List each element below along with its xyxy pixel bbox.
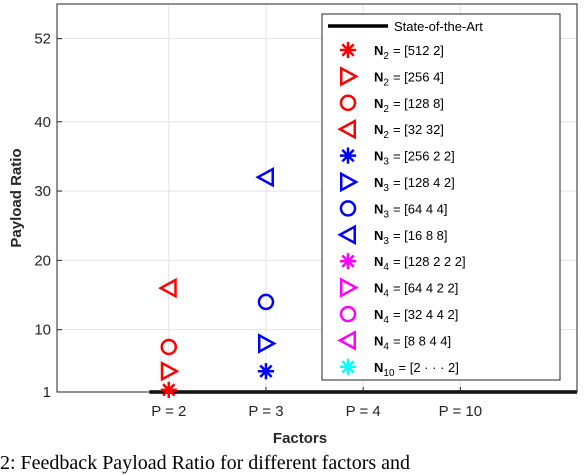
figure-caption: 2: Feedback Payload Ratio for different … [0,452,411,474]
chart: 1 10 20 30 40 52 P = 2 P = 3 P = 4 P = 10 Factors… [8,3,578,447]
legend-marker-triangle-right [340,171,359,193]
legend-marker-asterisk [339,253,357,270]
data-point-circle [257,293,275,311]
legend-label: N3 = [128 4 2] [374,175,455,194]
data-point-triangle-right [257,333,277,354]
legend-label: N3 = [256 2 2] [374,149,455,168]
data-point-triangle-left [255,167,274,188]
legend-box [321,13,561,381]
legend-marker-circle [339,94,357,112]
legend-label: N4 = [64 4 2 2] [374,281,458,300]
legend-marker-asterisk [339,358,357,375]
y-tick-label: 10 [34,322,51,339]
legend-label: N10 = [2 · · · 2] [374,360,459,379]
legend-label: N3 = [16 8 8] [374,228,448,247]
x-axis-title: Factors [273,430,327,447]
data-point-circle [160,338,178,356]
axes: 1 10 20 30 40 52 P = 2 P = 3 P = 4 P = 10 [34,3,578,420]
legend-label: N4 = [32 4 4 2] [374,307,458,326]
x-tick-label: P = 4 [346,403,381,420]
y-axis-title: Payload Ratio [8,148,25,247]
legend-marker-triangle-left [337,224,356,246]
y-tick-label: 52 [34,31,51,48]
legend-marker-asterisk [339,147,357,164]
legend-marker-triangle-right [340,277,359,298]
legend-marker-triangle-left [337,330,356,351]
legend-marker-circle [339,305,357,323]
legend-marker-triangle-right [340,66,359,87]
legend-marker-triangle-left [337,118,356,140]
y-tick-label: 40 [34,114,51,131]
data-point-asterisk [257,363,275,380]
legend-label: N2 = [32 32] [374,122,444,141]
legend-marker-circle [339,200,357,217]
legend-label: N2 = [256 4] [374,69,444,88]
legend-label: N2 = [128 8] [374,96,444,115]
legend-label: N4 = [8 8 4 4] [374,333,451,352]
axes-box [56,3,578,393]
x-tick-label: P = 2 [151,403,186,420]
x-tick-label: P = 3 [248,403,283,420]
legend-label: N3 = [64 4 4] [374,201,448,220]
y-tick-label: 30 [34,183,51,200]
legend-marker-asterisk [339,41,357,59]
data-point-triangle-left [158,277,177,299]
legend-label: N4 = [128 2 2 2] [374,254,466,273]
legend-label-baseline: State-of-the-Art [394,19,483,34]
y-tick-label: 1 [43,384,51,401]
data-point-triangle-right [160,361,180,382]
data-point-asterisk [160,381,177,399]
y-tick-label: 20 [34,252,51,269]
legend-label: N2 = [512 2] [374,43,444,62]
legend: State-of-the-Art N2 = [512 2] N2 = [256 4] N2… [321,13,561,381]
x-tick-label: P = 10 [439,403,483,420]
